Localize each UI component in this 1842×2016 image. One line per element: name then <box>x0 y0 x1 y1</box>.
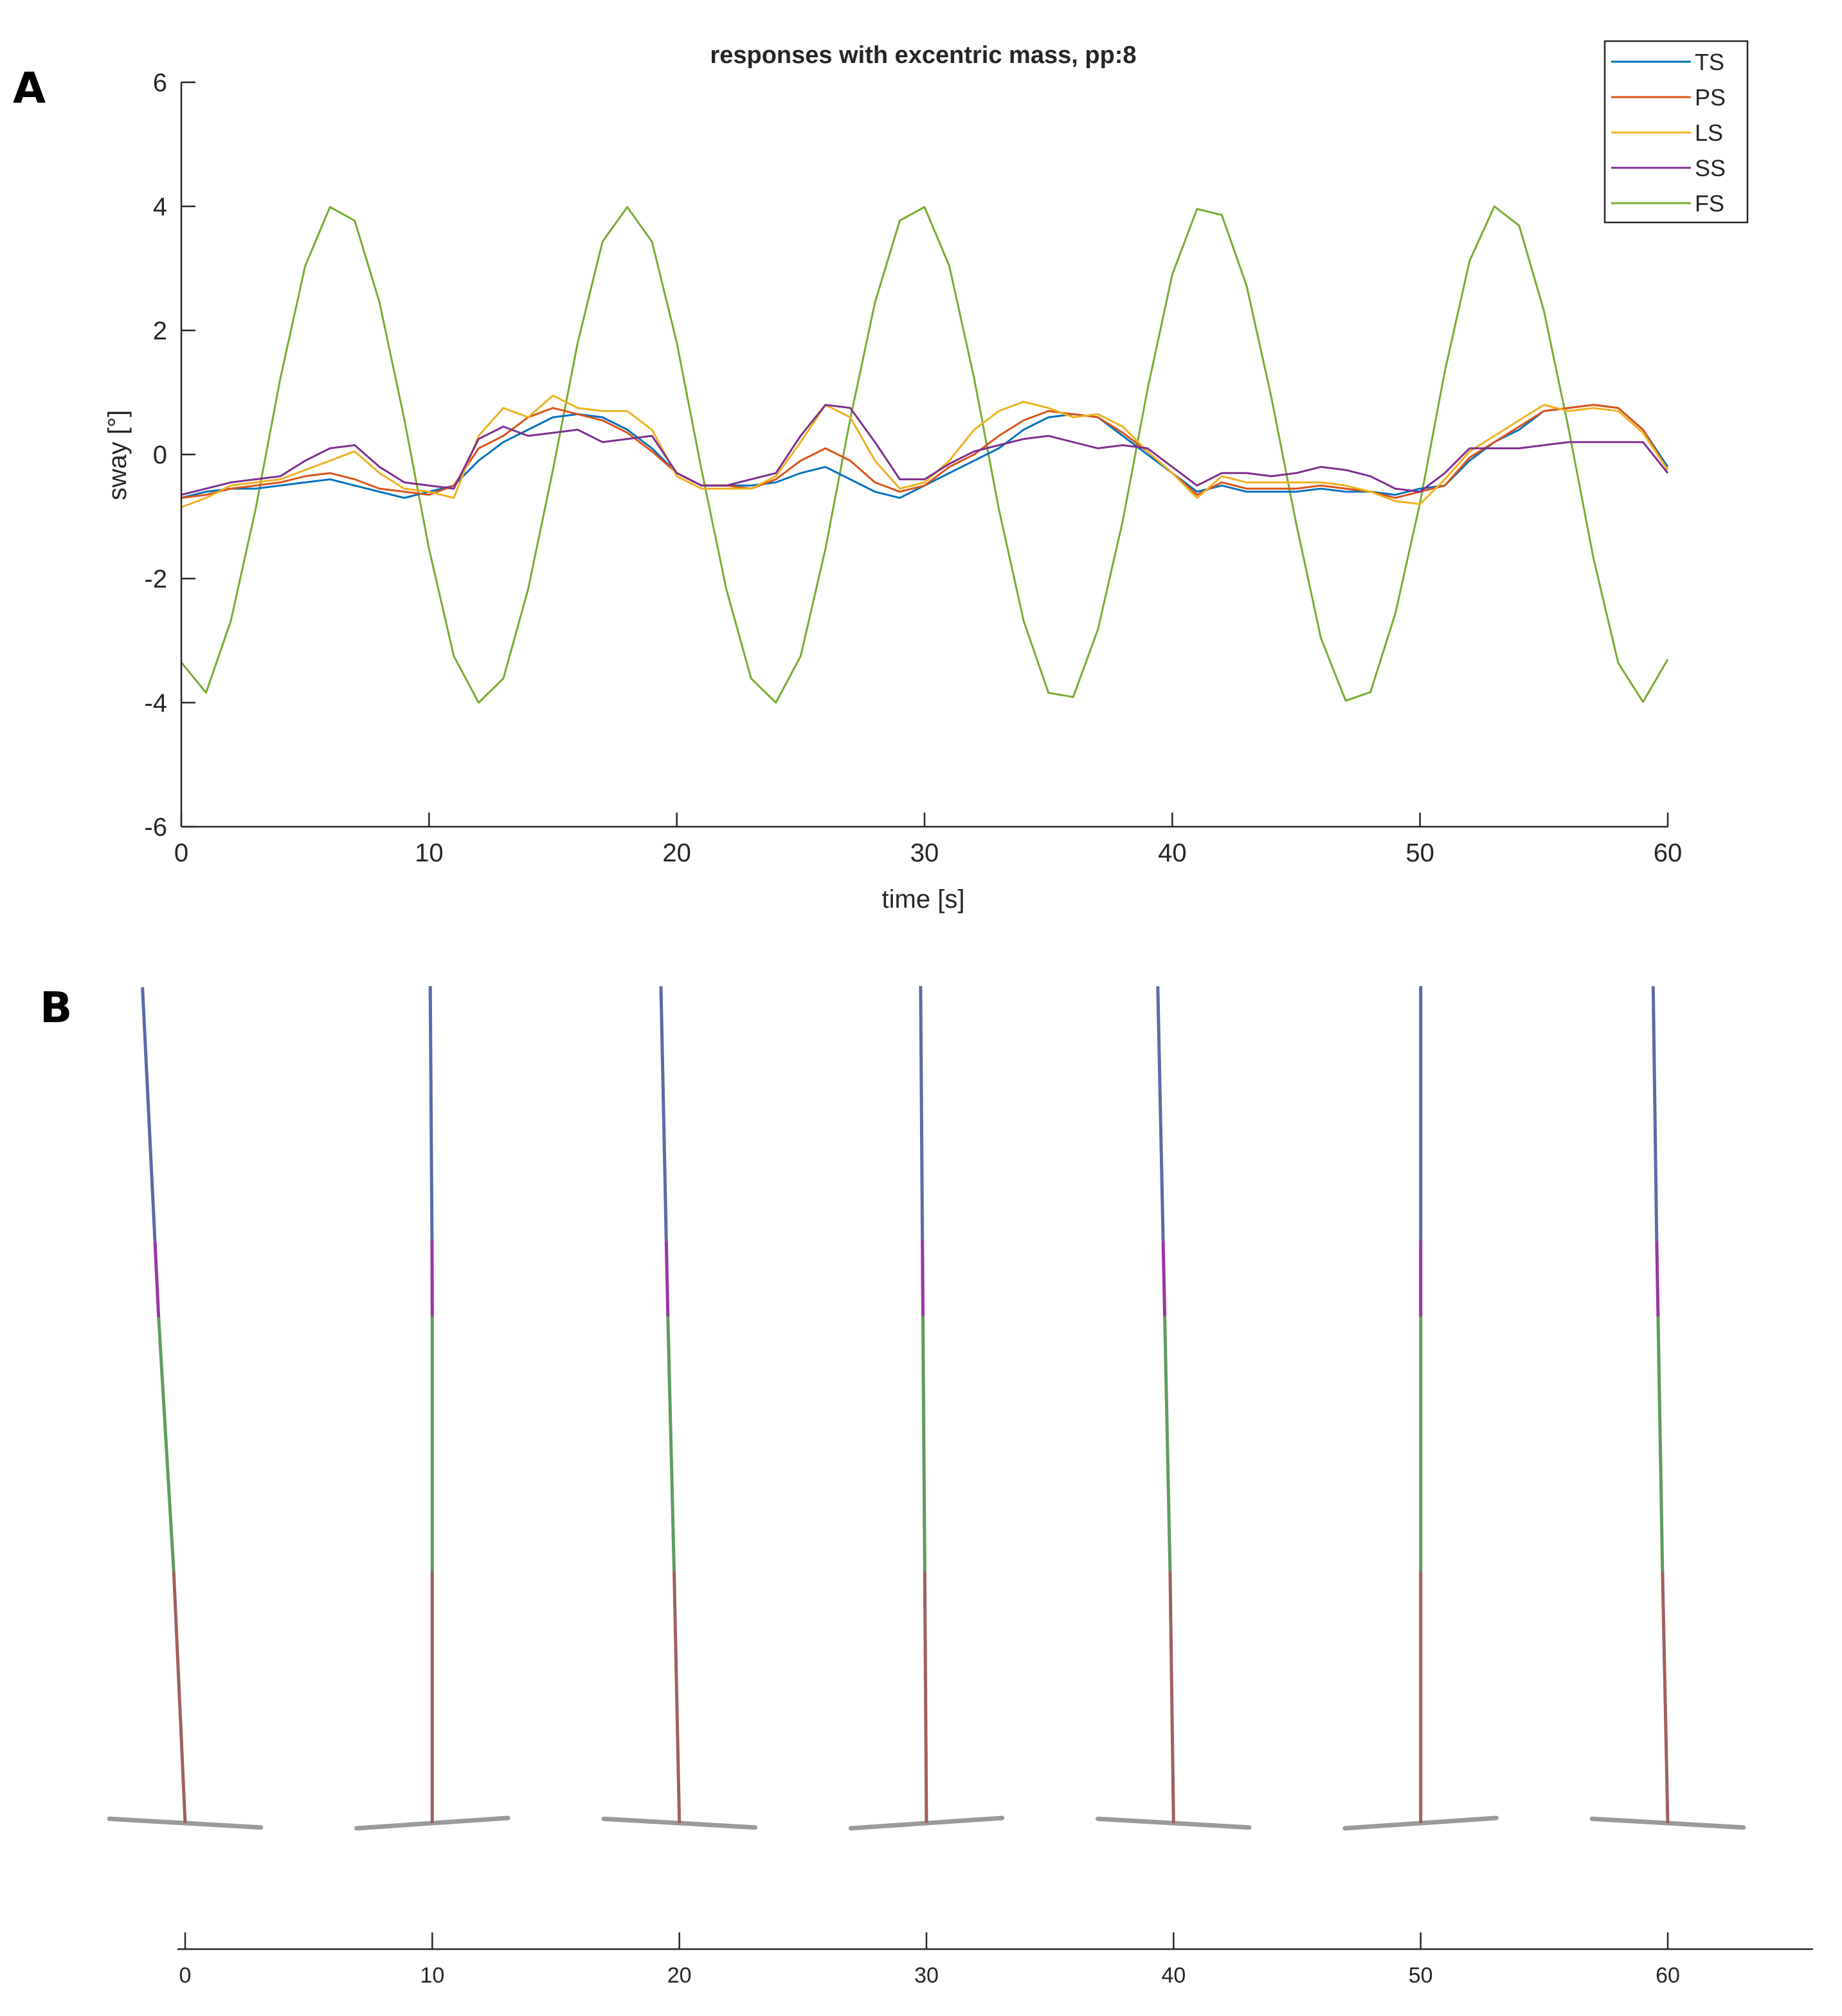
legend-label-ps: PS <box>1695 84 1726 111</box>
x-axis-label: time [s] <box>882 885 965 914</box>
panel-b-tick-label: 0 <box>179 1963 192 1988</box>
legend-label-ts: TS <box>1695 49 1724 75</box>
panel-b-tick-label: 60 <box>1656 1963 1680 1988</box>
trunk-segment <box>428 986 434 1241</box>
legend-label-ls: LS <box>1695 120 1723 146</box>
pelvis-segment <box>1161 1241 1167 1317</box>
trunk-segment <box>659 986 668 1241</box>
panel-b-tick-label: 10 <box>420 1963 444 1988</box>
stick-figure-t60 <box>1589 986 1746 1830</box>
shank-segment <box>923 1571 928 1824</box>
stick-figure-t20 <box>601 986 757 1830</box>
shank-segment <box>673 1571 682 1824</box>
series-line-ls <box>181 394 1669 509</box>
trunk-segment <box>1156 986 1165 1241</box>
y-tick-label: 0 <box>153 441 167 469</box>
stick-figure-t0 <box>107 987 264 1830</box>
panel-b-label: B <box>40 983 72 1032</box>
thigh-segment <box>1163 1317 1172 1572</box>
y-tick-label: 6 <box>153 69 167 97</box>
stick-figures <box>107 986 1746 1831</box>
panel-b-tick-label: 20 <box>667 1963 692 1988</box>
shank-segment <box>1661 1571 1670 1824</box>
pelvis-segment <box>153 1241 161 1318</box>
trunk-segment <box>141 987 157 1242</box>
y-tick-label: 4 <box>153 193 167 221</box>
legend-label-fs: FS <box>1695 190 1724 217</box>
pelvis-segment <box>664 1241 670 1317</box>
x-tick-label: 0 <box>174 839 188 867</box>
x-tick-label: 30 <box>910 839 939 867</box>
trunk-segment <box>919 986 925 1241</box>
series-line-ss <box>181 404 1669 496</box>
panel-b-time-axis: 0 10 20 30 40 50 60 <box>177 1932 1813 1988</box>
thigh-segment <box>666 1317 676 1572</box>
stick-figure-t10 <box>354 986 510 1831</box>
series-lines <box>180 205 1669 704</box>
legend-label-ss: SS <box>1695 155 1726 181</box>
chart-title: responses with excentric mass, pp:8 <box>710 42 1136 69</box>
thigh-segment <box>921 1316 926 1572</box>
stick-figure-t40 <box>1096 986 1252 1830</box>
thigh-segment <box>1656 1317 1665 1572</box>
pelvis-segment <box>1655 1241 1660 1317</box>
legend: TS PS LS SS FS <box>1603 40 1749 224</box>
panel-b-stick-figures: 0 10 20 30 40 50 60 <box>107 986 1813 1988</box>
panel-b-tick-label: 50 <box>1409 1963 1433 1988</box>
stick-figure-t50 <box>1342 986 1499 1831</box>
panel-a-label: A <box>13 64 46 113</box>
x-tick-label: 40 <box>1158 839 1187 867</box>
x-tick-label: 60 <box>1654 839 1683 867</box>
y-tick-label: -6 <box>144 813 167 842</box>
thigh-segment <box>157 1317 176 1572</box>
y-tick-label: -4 <box>144 689 167 717</box>
y-tick-label: 2 <box>153 317 167 345</box>
trunk-segment <box>1651 986 1659 1241</box>
x-tick-label: 50 <box>1405 839 1434 867</box>
shank-segment <box>172 1571 187 1824</box>
y-axis-label: sway [°] <box>104 410 132 500</box>
panel-b-tick-label: 40 <box>1161 1963 1186 1988</box>
x-tick-label: 20 <box>662 839 691 867</box>
series-line-fs <box>180 205 1669 704</box>
shank-segment <box>1168 1571 1175 1824</box>
panel-b-tick-label: 30 <box>914 1963 939 1988</box>
stick-figure-t30 <box>848 986 1005 1831</box>
y-tick-label: -2 <box>144 565 167 593</box>
x-tick-label: 10 <box>415 839 444 867</box>
